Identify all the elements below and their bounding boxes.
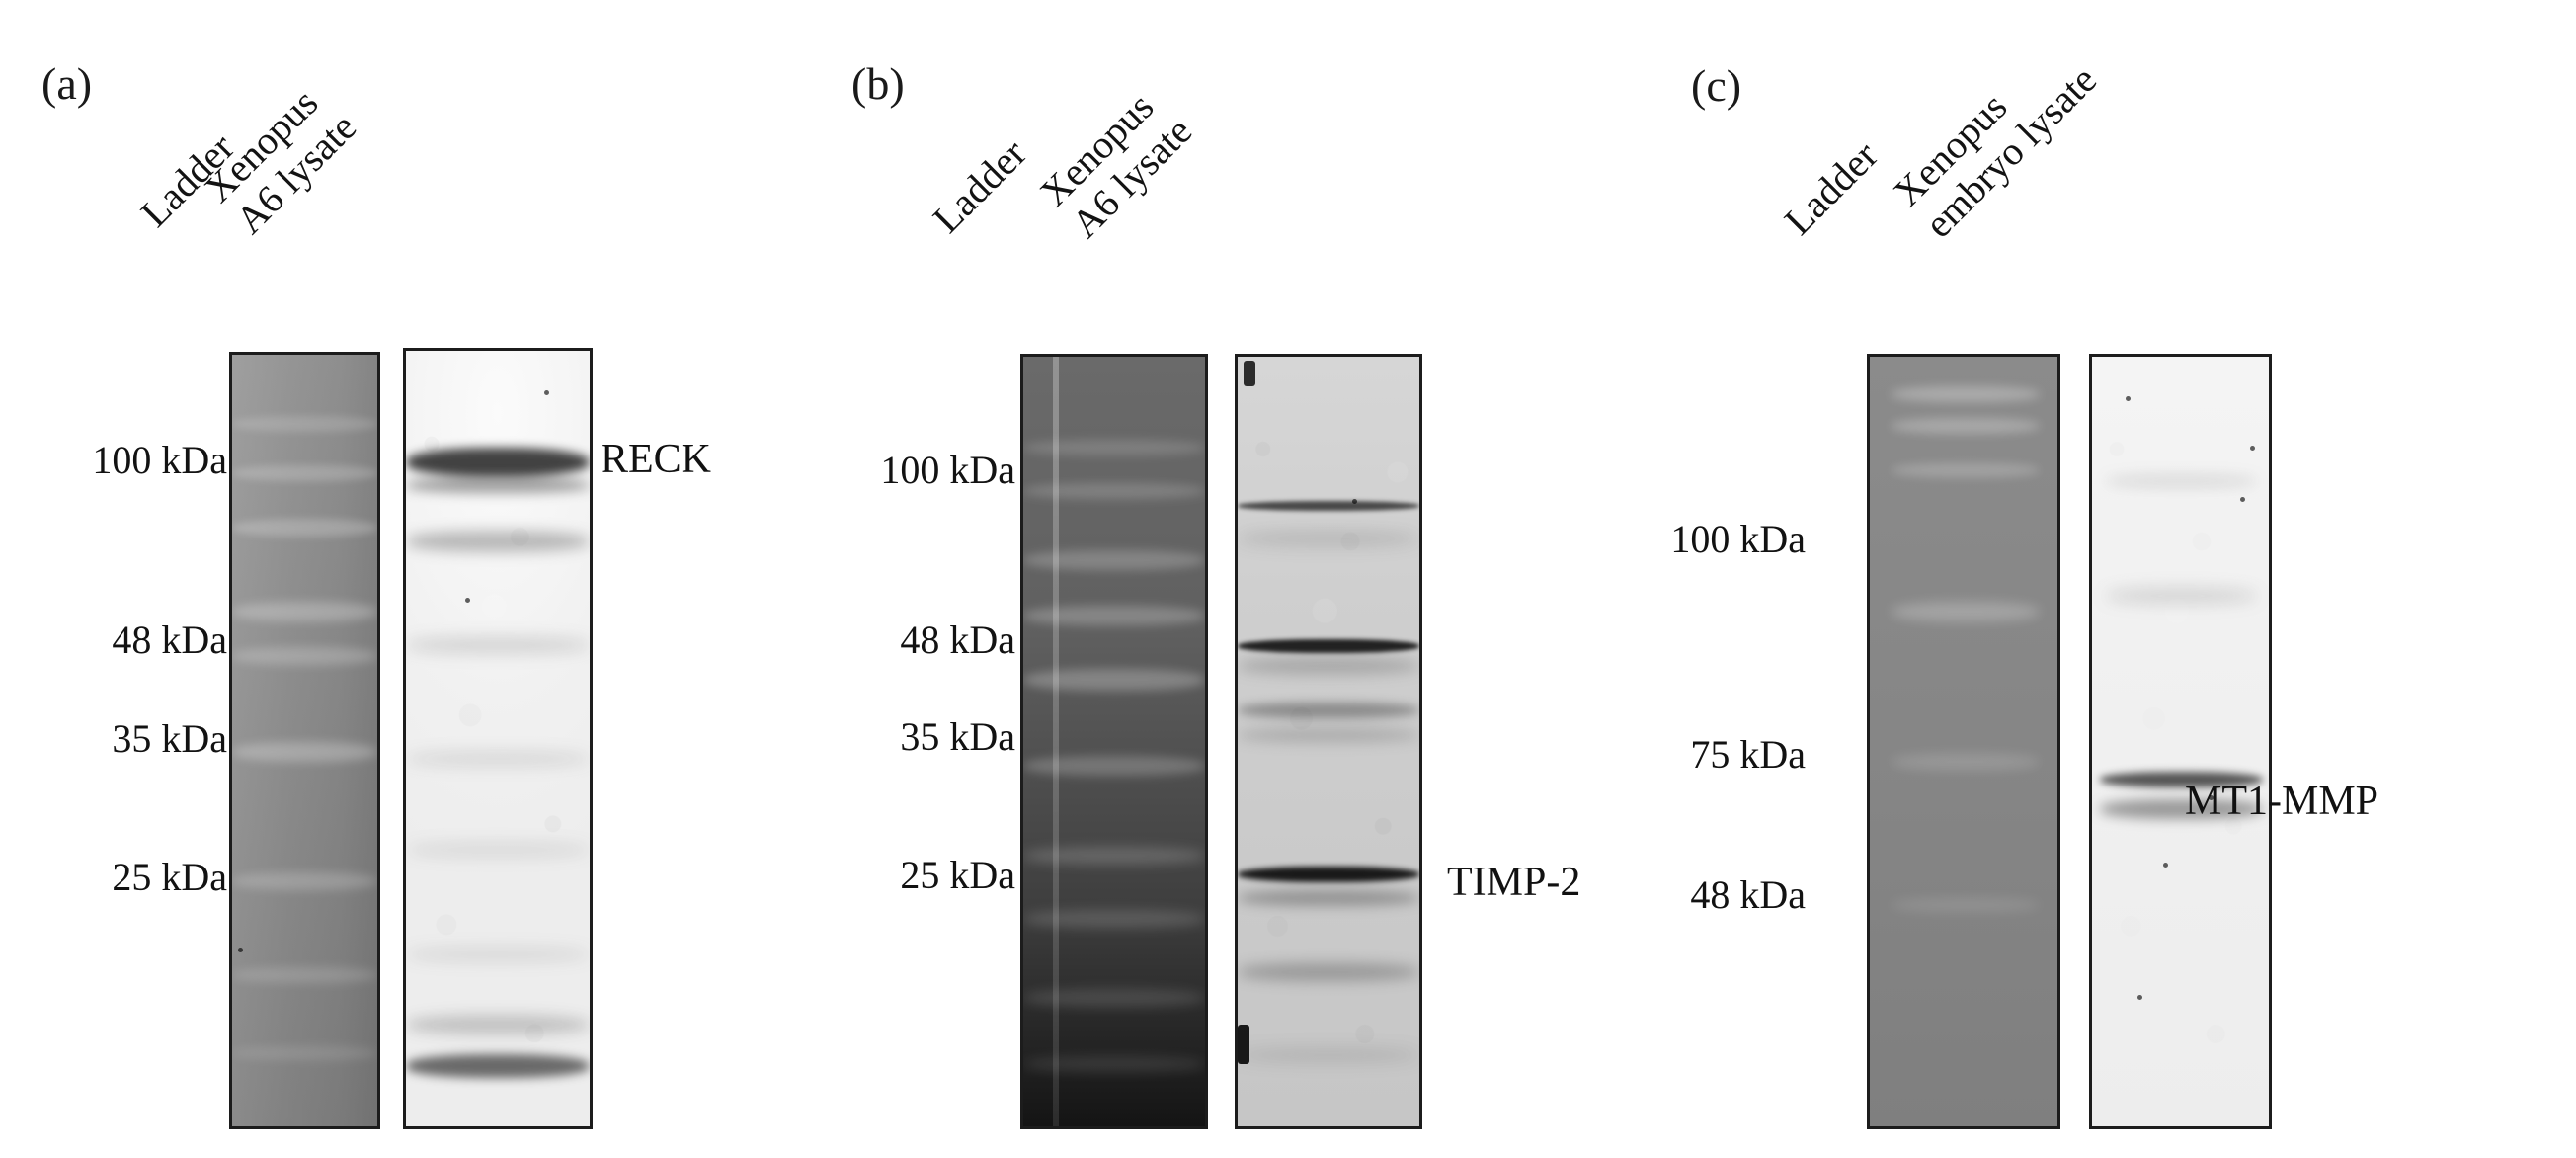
panel-letter-a: (a) — [41, 58, 93, 109]
gel-lane-ladder-a — [229, 352, 380, 1129]
mw-marker-100-b: 100 kDa — [880, 448, 1015, 492]
mw-marker-35-b: 35 kDa — [900, 714, 1015, 759]
mw-marker-48-c: 48 kDa — [1690, 872, 1806, 917]
gel-background-lysate-c — [2092, 357, 2269, 1126]
lane-header-lysate-b: Xenopus A6 lysate — [1030, 83, 1201, 247]
protein-label-timp2: TIMP-2 — [1447, 860, 1581, 905]
panel-letter-c: (c) — [1691, 60, 1742, 111]
mw-marker-48-b: 48 kDa — [900, 618, 1015, 662]
lane-header-lysate-a: Xenopus A6 lysate — [195, 79, 365, 243]
mw-marker-35-a: 35 kDa — [112, 716, 227, 761]
mw-marker-25-b: 25 kDa — [900, 853, 1015, 897]
protein-label-reck: RECK — [601, 437, 712, 482]
gel-background-ladder-a — [232, 355, 377, 1126]
gel-background-ladder-b — [1023, 357, 1205, 1126]
gel-background-ladder-c — [1870, 357, 2057, 1126]
protein-label-mt1mmp: MT1-MMP — [2185, 779, 2379, 824]
mw-marker-25-a: 25 kDa — [112, 855, 227, 899]
gel-lane-lysate-c — [2089, 354, 2272, 1129]
gel-lane-ladder-b — [1020, 354, 1208, 1129]
gel-background-lysate-b — [1238, 357, 1419, 1126]
gel-lane-ladder-c — [1867, 354, 2060, 1129]
gel-background-lysate-a — [406, 351, 590, 1126]
lane-header-ladder-b: Ladder — [924, 130, 1035, 242]
mw-marker-100-c: 100 kDa — [1670, 517, 1806, 561]
panel-letter-b: (b) — [851, 58, 905, 109]
mw-marker-48-a: 48 kDa — [112, 618, 227, 662]
lane-header-ladder-c: Ladder — [1775, 132, 1887, 244]
gel-lane-lysate-a — [403, 348, 593, 1129]
mw-marker-75-c: 75 kDa — [1690, 732, 1806, 777]
lane-header-lysate-c: Xenopus embryo lysate — [1884, 56, 2105, 247]
mw-marker-100-a: 100 kDa — [92, 438, 227, 482]
gel-lane-lysate-b — [1235, 354, 1422, 1129]
